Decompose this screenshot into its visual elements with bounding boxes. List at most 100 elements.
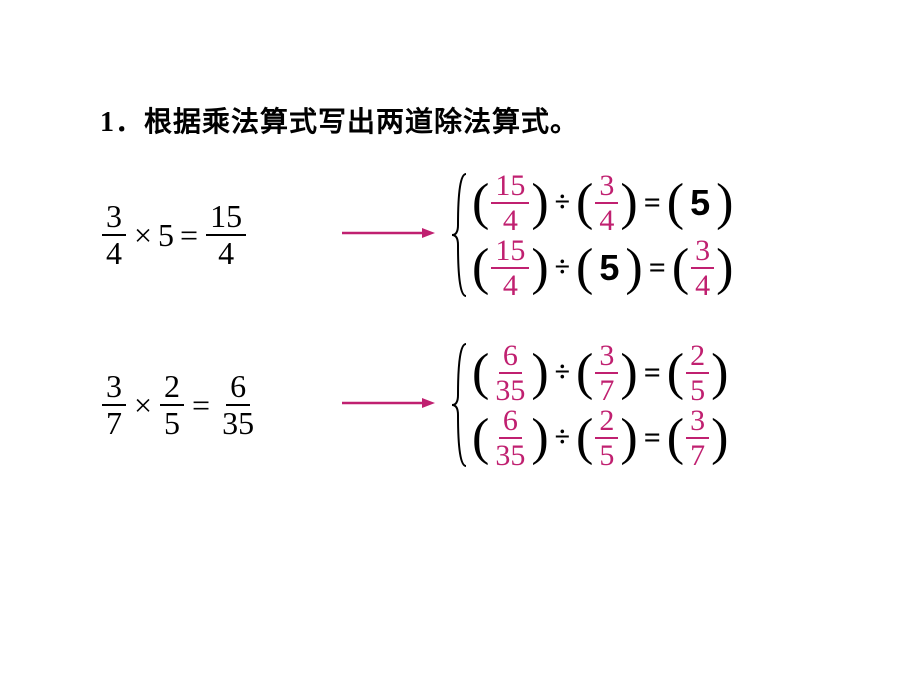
arrow-icon [340,393,435,413]
fraction-denominator: 4 [214,236,238,271]
fraction: 37 [595,339,618,407]
equals-op: = [644,421,661,455]
division-expression: (635)÷(37)=(25) [472,341,728,405]
fraction-denominator: 5 [686,374,709,407]
fraction-denominator: 35 [491,374,529,407]
fraction: 635 [491,404,529,472]
fraction-denominator: 4 [102,236,126,271]
multiply-op: × [134,217,152,254]
fraction-numerator: 6 [499,404,522,439]
paren-right: ) [716,247,733,289]
fraction-numerator: 3 [102,369,126,406]
equals-op: = [192,387,210,424]
paren-left: ( [472,417,489,459]
fraction: 154 [491,169,529,237]
paren-group: (25) [576,404,638,472]
paren-right: ) [620,417,637,459]
curly-brace-icon [450,170,468,300]
fraction: 34 [691,234,714,302]
paren-group: (34) [672,234,734,302]
division-lines: (154)÷(34)=(5)(154)÷(5)=(34) [468,170,733,300]
multiply-op: × [134,387,152,424]
multiplication-expression: 34×5=154 [100,199,330,271]
paren-right: ) [620,182,637,224]
equals-op: = [644,186,661,220]
paren-left: ( [667,352,684,394]
curly-brace-icon [450,340,468,470]
division-expression: (635)÷(25)=(37) [472,406,728,470]
paren-group: (37) [576,339,638,407]
equals-op: = [649,251,666,285]
paren-group: (34) [576,169,638,237]
fraction: 34 [595,169,618,237]
fraction-denominator: 4 [499,204,522,237]
arrow-icon [340,223,435,243]
fraction-numerator: 3 [686,404,709,439]
fraction: 635 [218,369,258,441]
division-group: (154)÷(34)=(5)(154)÷(5)=(34) [450,170,733,300]
problem-row: 34×5=154(154)÷(34)=(5)(154)÷(5)=(34) [100,170,860,300]
fraction-numerator: 2 [160,369,184,406]
equals-op: = [644,356,661,390]
division-lines: (635)÷(37)=(25)(635)÷(25)=(37) [468,340,728,470]
fraction: 34 [102,199,126,271]
fraction: 154 [206,199,246,271]
problems-container: 34×5=154(154)÷(34)=(5)(154)÷(5)=(34)37×2… [100,170,860,470]
fraction-denominator: 7 [595,374,618,407]
paren-left: ( [472,352,489,394]
paren-left: ( [667,182,684,224]
paren-group: (635) [472,339,549,407]
fraction-denominator: 35 [491,439,529,472]
answer-integer: 5 [684,182,716,224]
paren-right: ) [620,352,637,394]
paren-left: ( [576,182,593,224]
paren-left: ( [672,247,689,289]
fraction: 37 [102,369,126,441]
paren-right: ) [625,247,642,289]
divide-op: ÷ [555,252,570,284]
problem-row: 37×25=635(635)÷(37)=(25)(635)÷(25)=(37) [100,340,860,470]
fraction-denominator: 7 [686,439,709,472]
division-expression: (154)÷(5)=(34) [472,236,733,300]
paren-left: ( [576,247,593,289]
paren-group: (5) [576,247,643,289]
divide-op: ÷ [555,187,570,219]
paren-left: ( [576,417,593,459]
paren-right: ) [711,352,728,394]
paren-left: ( [576,352,593,394]
fraction-denominator: 35 [218,406,258,441]
paren-left: ( [472,182,489,224]
fraction-numerator: 15 [206,199,246,236]
fraction-numerator: 3 [691,234,714,269]
fraction-numerator: 15 [491,169,529,204]
fraction-numerator: 2 [595,404,618,439]
paren-right: ) [531,352,548,394]
fraction: 37 [686,404,709,472]
fraction-numerator: 3 [595,169,618,204]
fraction-denominator: 4 [595,204,618,237]
fraction: 154 [491,234,529,302]
fraction-numerator: 3 [595,339,618,374]
fraction-denominator: 7 [102,406,126,441]
paren-group: (37) [667,404,729,472]
multiplication-expression: 37×25=635 [100,369,330,441]
paren-left: ( [472,247,489,289]
paren-group: (154) [472,234,549,302]
problem-prompt: 1．根据乘法算式写出两道除法算式。 [100,100,860,140]
paren-left: ( [667,417,684,459]
fraction: 635 [491,339,529,407]
fraction-numerator: 6 [226,369,250,406]
paren-group: (25) [667,339,729,407]
fraction-numerator: 2 [686,339,709,374]
fraction: 25 [595,404,618,472]
paren-right: ) [716,182,733,224]
divide-op: ÷ [555,357,570,389]
answer-integer: 5 [593,247,625,289]
division-group: (635)÷(37)=(25)(635)÷(25)=(37) [450,340,728,470]
paren-group: (154) [472,169,549,237]
fraction: 25 [160,369,184,441]
operand-integer: 5 [158,217,174,254]
division-expression: (154)÷(34)=(5) [472,171,733,235]
fraction-numerator: 3 [102,199,126,236]
paren-right: ) [531,247,548,289]
